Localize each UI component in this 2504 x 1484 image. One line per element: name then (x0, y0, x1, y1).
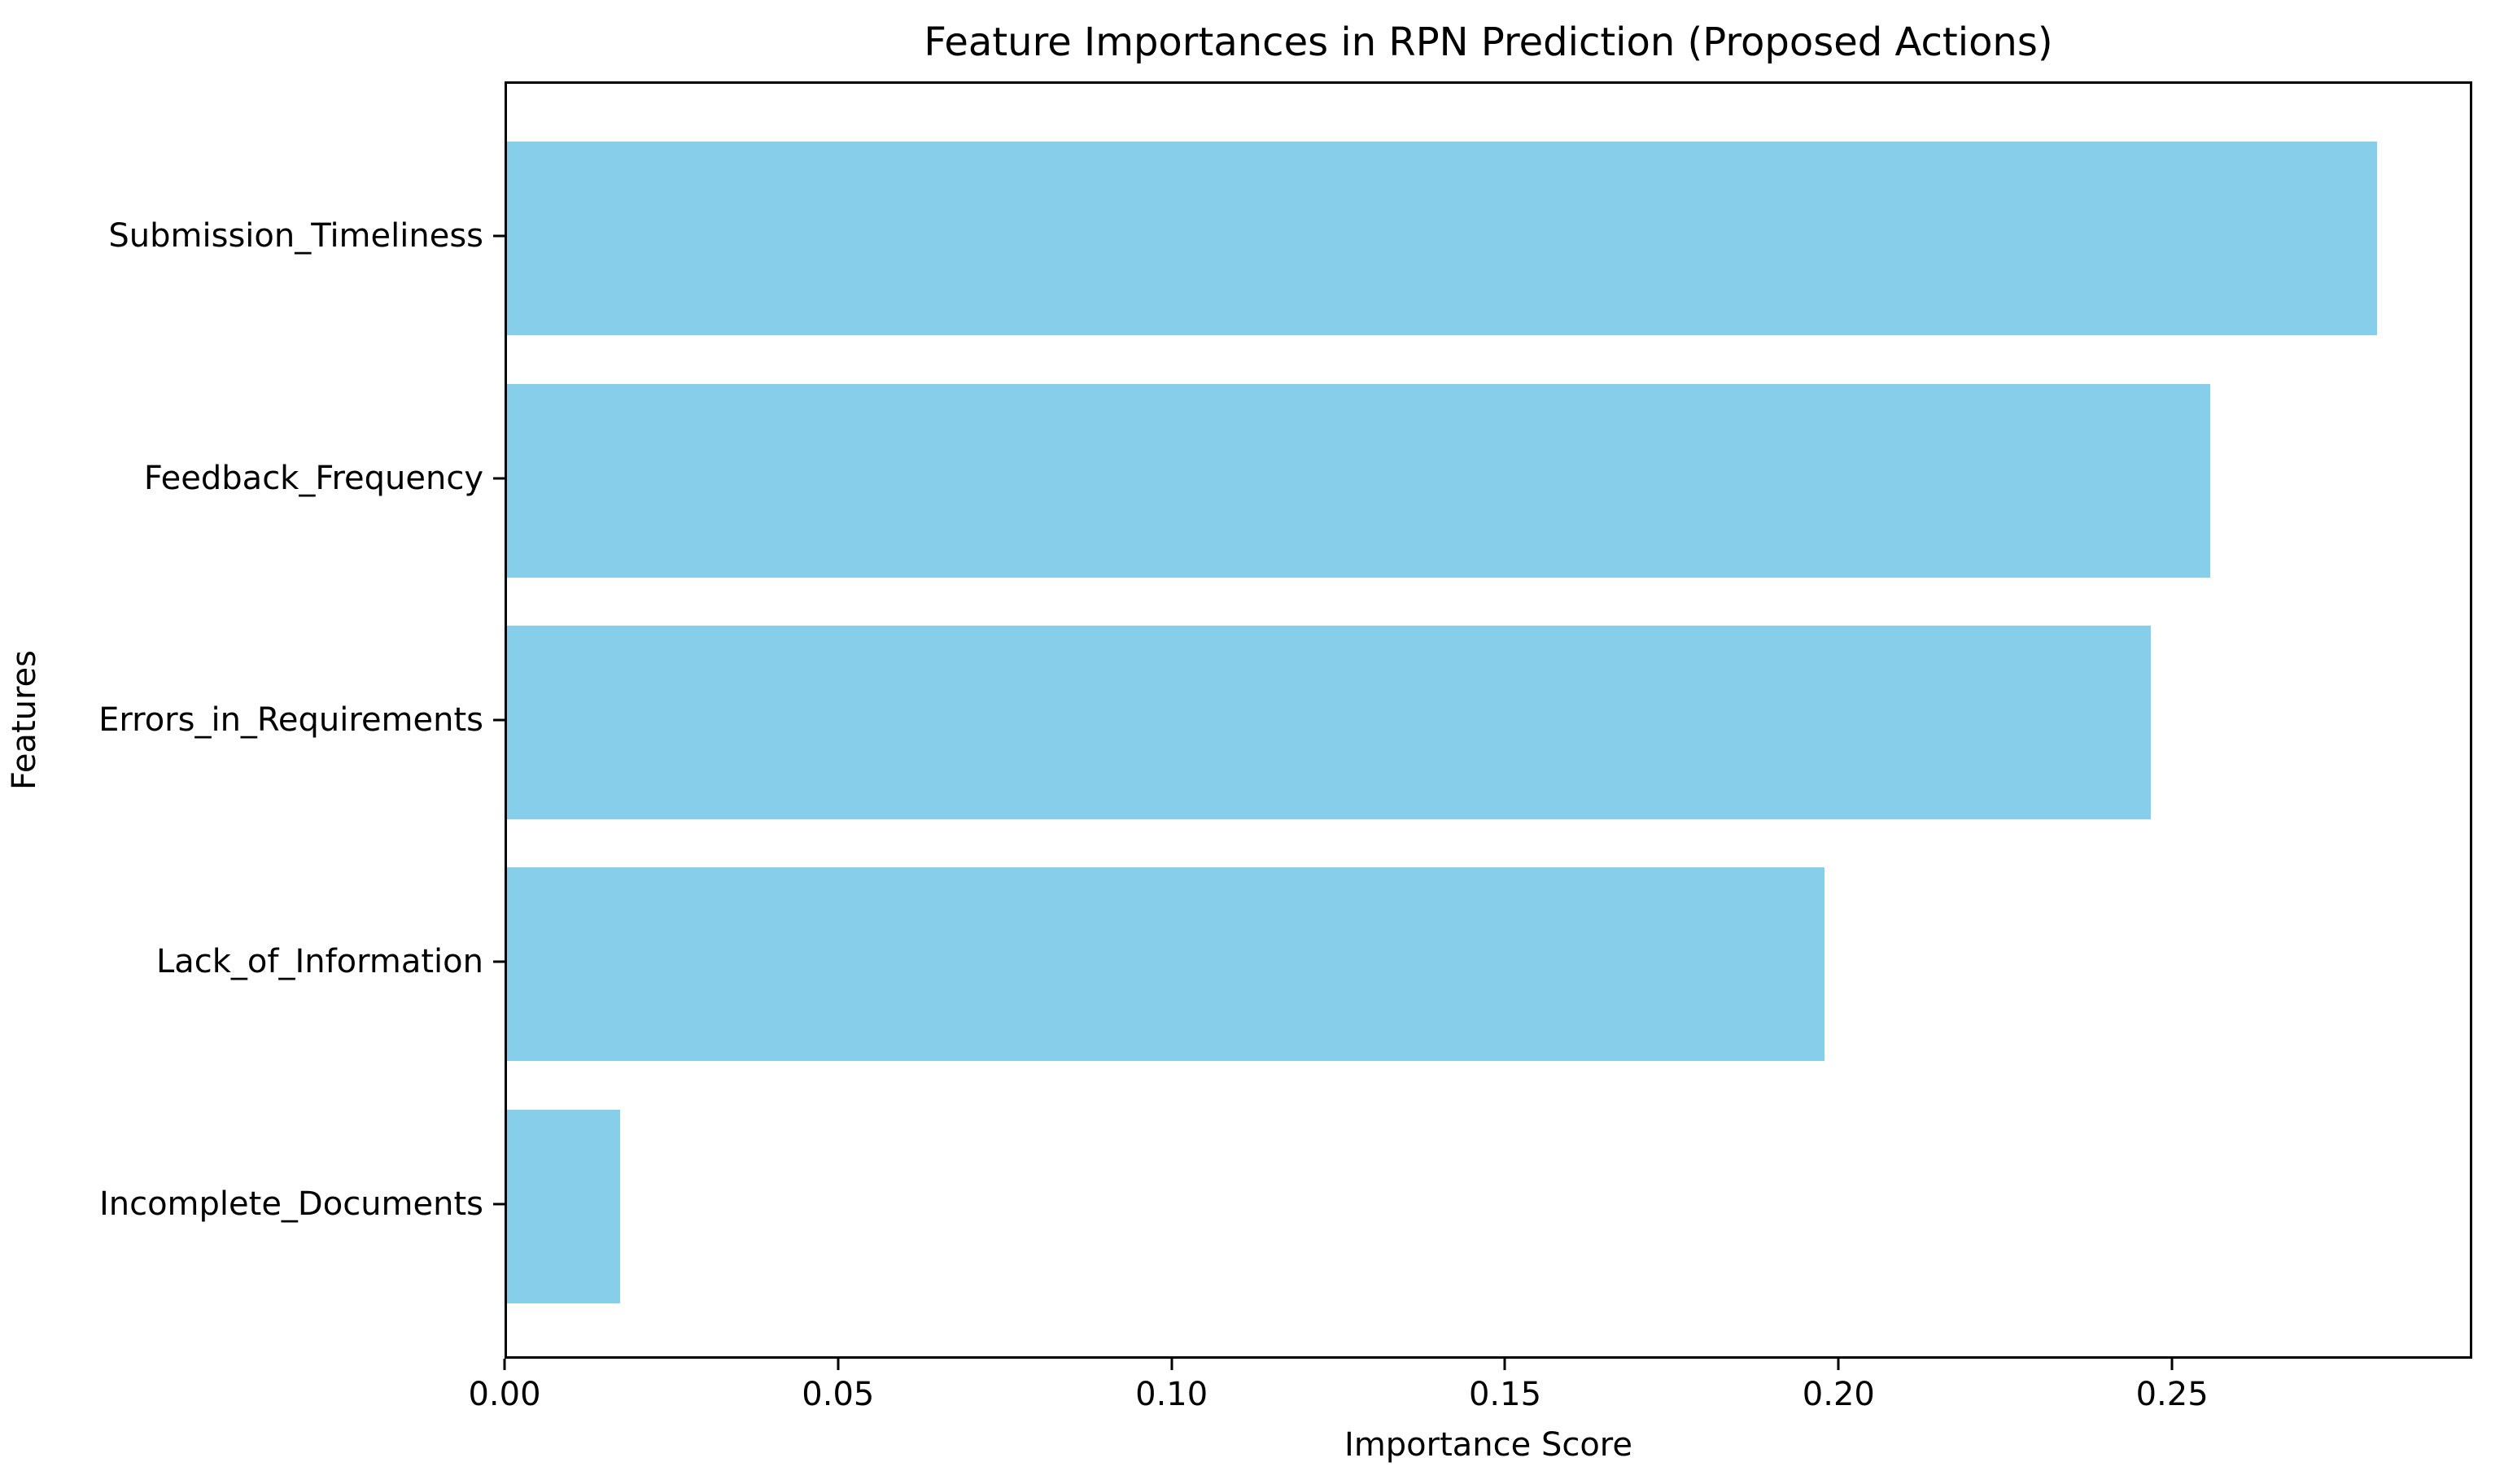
y-tick-label: Submission_Timeliness (108, 217, 483, 255)
x-tick-label: 0.20 (1802, 1376, 1875, 1413)
x-tick-label: 0.05 (802, 1376, 875, 1413)
y-tick-label: Incomplete_Documents (98, 1185, 483, 1223)
y-tick-label: Feedback_Frequency (143, 459, 483, 497)
y-tick-label: Lack_of_Information (155, 943, 483, 981)
x-tick-label: 0.15 (1468, 1376, 1542, 1413)
y-tick-label: Errors_in_Requirements (98, 701, 483, 739)
x-tick-mark (837, 1359, 840, 1370)
bar-submission_timeliness (507, 142, 2377, 336)
x-tick-label: 0.10 (1135, 1376, 1208, 1413)
y-tick-mark (493, 477, 505, 480)
x-axis-label: Importance Score (1344, 1426, 1632, 1464)
y-tick-mark (493, 718, 505, 722)
bar-errors_in_requirements (507, 626, 2151, 819)
y-axis-label: Features (6, 650, 43, 790)
y-tick-mark (493, 1202, 505, 1206)
chart-title: Feature Importances in RPN Prediction (P… (924, 20, 2053, 65)
plot-area (505, 81, 2472, 1359)
x-tick-mark (2170, 1359, 2174, 1370)
x-tick-label: 0.00 (468, 1376, 541, 1413)
bar-feedback_frequency (507, 383, 2211, 578)
y-tick-mark (493, 234, 505, 238)
y-tick-mark (493, 960, 505, 963)
x-tick-mark (503, 1359, 506, 1370)
x-tick-mark (1837, 1359, 1840, 1370)
x-tick-label: 0.25 (2135, 1376, 2209, 1413)
bar-lack_of_information (507, 867, 1824, 1062)
bar-incomplete_documents (507, 1109, 620, 1303)
x-tick-mark (1503, 1359, 1506, 1370)
x-tick-mark (1170, 1359, 1173, 1370)
